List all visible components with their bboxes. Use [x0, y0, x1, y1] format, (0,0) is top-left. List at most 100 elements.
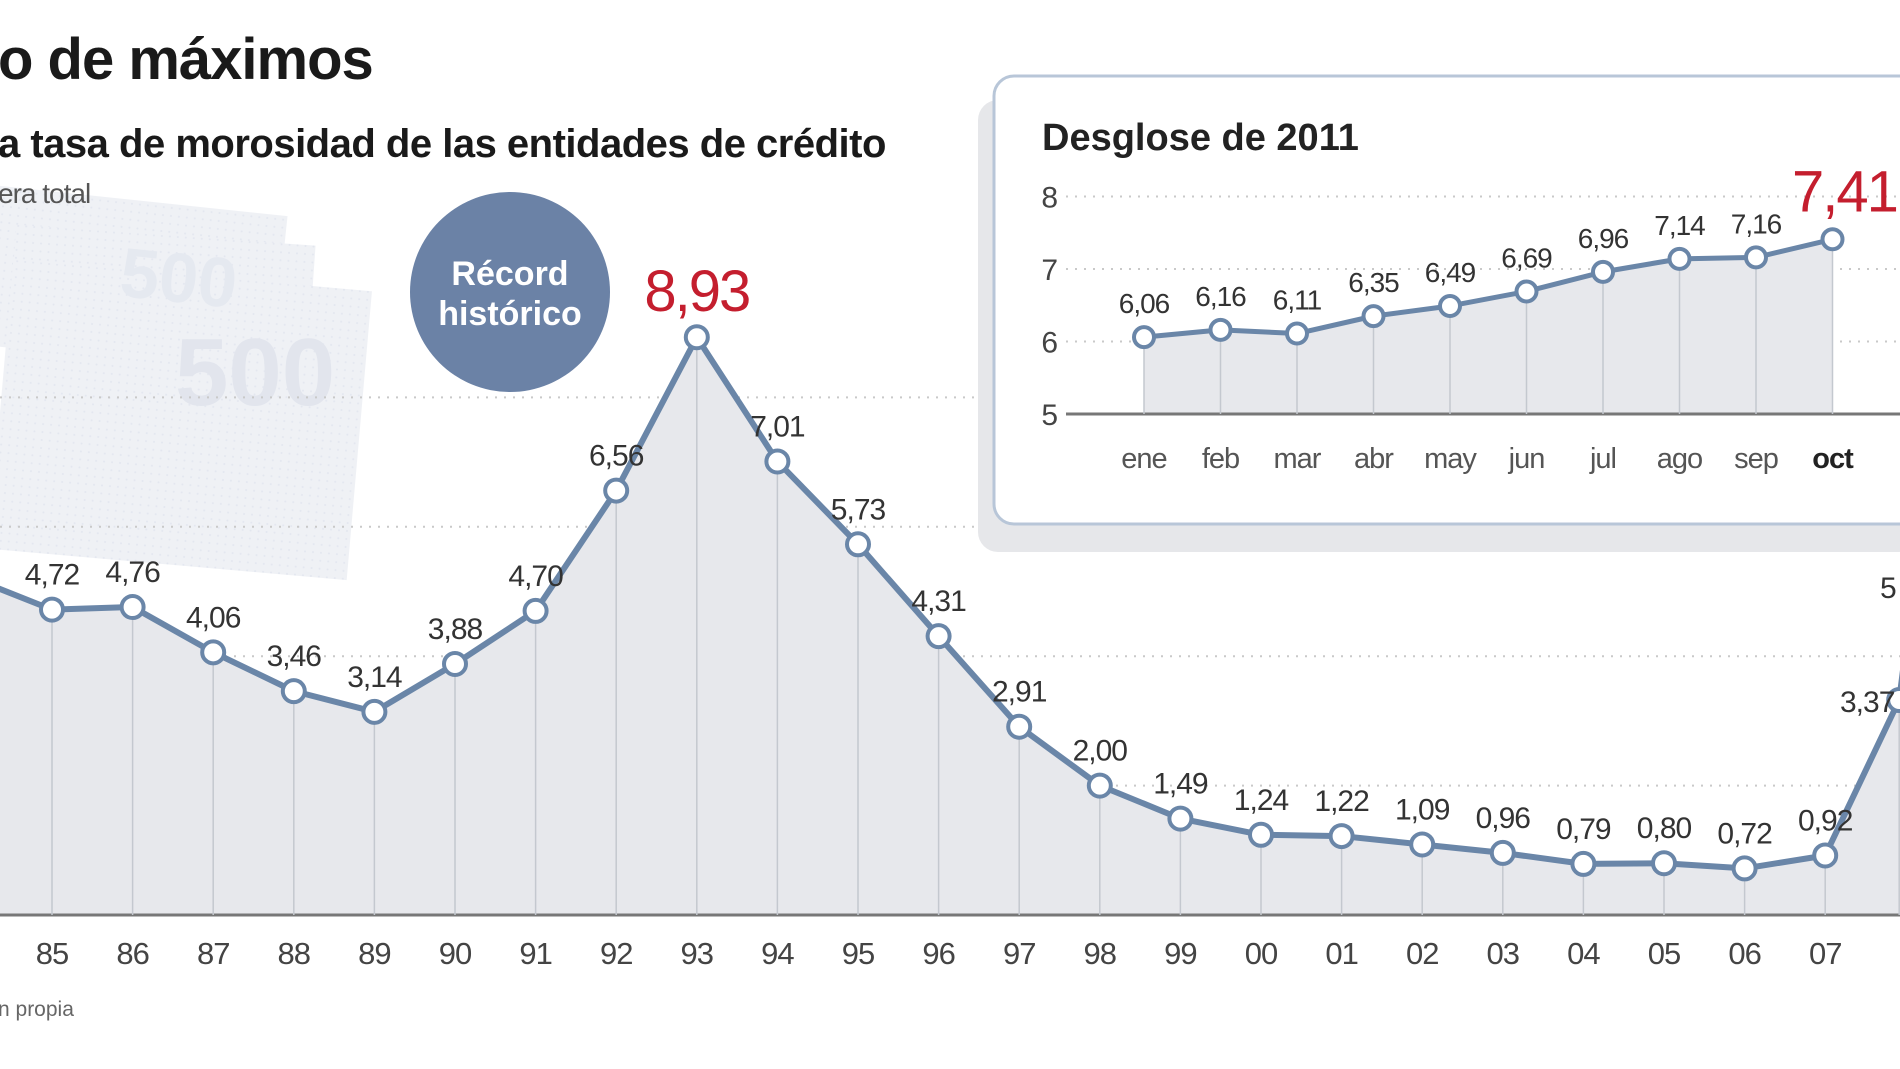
- main-point-03: [1489, 839, 1516, 866]
- inset-series-path: [1143, 236, 1834, 340]
- main-x-tick-85: 85: [36, 936, 68, 971]
- main-x-tick-01: 01: [1325, 936, 1357, 971]
- main-data-label-00: 1,24: [1234, 784, 1289, 817]
- main-droplines: [51, 337, 1900, 915]
- banknotes-illustration: 500 500: [0, 184, 372, 581]
- main-x-tick-00: 00: [1245, 936, 1278, 971]
- main-x-tick-86: 86: [116, 936, 148, 971]
- main-data-label-92: 6,56: [589, 440, 644, 473]
- main-series-line: [0, 334, 1900, 872]
- inset-point-jul: [1591, 259, 1615, 284]
- inset-point-abr: [1361, 304, 1386, 329]
- main-point-92: [603, 477, 630, 504]
- main-point-86: [119, 594, 146, 621]
- main-data-label-next: 5: [1880, 572, 1897, 605]
- main-point-94: [764, 448, 791, 475]
- main-data-label-95: 5,73: [831, 493, 886, 526]
- main-data-label-90: 3,88: [428, 613, 483, 646]
- main-data-label-02: 1,09: [1395, 793, 1450, 826]
- inset-point-ene: [1132, 325, 1156, 350]
- inset-points: [1132, 227, 1845, 350]
- main-data-label-89: 3,14: [347, 661, 402, 694]
- inset-panel: Desglose de 2011 6,06 6,16 6,11 6,35 6,49 6,6…: [978, 74, 1900, 552]
- main-x-tick-91: 91: [519, 936, 551, 971]
- main-data-label-04: 0,79: [1556, 813, 1611, 846]
- main-x-tick-02: 02: [1406, 936, 1438, 971]
- main-x-tick-05: 05: [1648, 936, 1680, 971]
- main-data-labels: 4,72 4,76 4,06 3,46 3,14 3,88 4,70 6,56 8,93 7,01…: [25, 259, 1897, 850]
- main-series-path: [0, 334, 1900, 872]
- inset-y-tick-8: 8: [1041, 182, 1058, 215]
- main-x-tick-97: 97: [1003, 936, 1035, 971]
- inset-y-tick-6: 6: [1041, 327, 1058, 360]
- inset-point-mar: [1285, 321, 1309, 346]
- main-point-06: [1731, 855, 1758, 882]
- main-data-label-06: 0,72: [1717, 817, 1772, 850]
- inset-droplines: [1143, 239, 1834, 414]
- record-badge-line2: histórico: [438, 295, 582, 333]
- main-point-91: [522, 597, 549, 624]
- inset-x-tick-may: may: [1424, 443, 1477, 475]
- inset-area: [1066, 239, 1900, 416]
- inset-data-label-jun: 6,69: [1501, 242, 1552, 273]
- inset-y-tick-labels: 5 6 7 8: [1041, 182, 1058, 433]
- inset-data-labels: 6,06 6,16 6,11 6,35 6,49 6,69 6,96 7,14 7,16 7,41: [1119, 159, 1899, 319]
- main-data-label-94: 7,01: [750, 410, 805, 443]
- svg-text:500: 500: [175, 319, 335, 426]
- inset-point-jun: [1514, 279, 1539, 304]
- main-point-95: [845, 531, 871, 558]
- main-x-tick-93: 93: [681, 936, 713, 971]
- record-badge: Récord histórico: [410, 192, 610, 392]
- main-data-label-05: 0,80: [1637, 812, 1692, 845]
- main-data-label-91: 4,70: [508, 560, 563, 593]
- main-data-label-97: 2,91: [992, 676, 1047, 709]
- main-data-label-87: 4,06: [186, 601, 241, 634]
- main-data-label-01: 1,22: [1314, 785, 1369, 818]
- inset-data-label-jul: 6,96: [1578, 223, 1629, 254]
- inset-point-oct: [1820, 227, 1845, 252]
- inset-data-label-oct: 7,41: [1792, 159, 1897, 224]
- main-x-tick-94: 94: [761, 936, 794, 971]
- inset-data-label-sep: 7,16: [1731, 208, 1782, 239]
- main-x-tick-96: 96: [922, 936, 954, 971]
- main-point-04: [1570, 850, 1597, 877]
- inset-data-label-mar: 6,11: [1273, 285, 1322, 316]
- main-x-tick-92: 92: [600, 936, 632, 971]
- inset-x-tick-labels: ene feb mar abr may jun jul ago sep oct: [1121, 443, 1855, 475]
- main-x-tick-98: 98: [1084, 936, 1116, 971]
- inset-x-tick-ene: ene: [1121, 443, 1166, 475]
- main-data-label-08: 3,37: [1840, 686, 1895, 719]
- main-point-00: [1248, 821, 1274, 848]
- main-point-96: [925, 623, 952, 650]
- unit-note: era total: [0, 178, 91, 209]
- inset-x-tick-ago: ago: [1657, 443, 1702, 475]
- main-x-tick-90: 90: [439, 936, 472, 971]
- inset-data-label-may: 6,49: [1425, 257, 1476, 288]
- inset-x-tick-oct: oct: [1812, 443, 1854, 475]
- main-x-tick-99: 99: [1164, 936, 1196, 971]
- inset-area-fill: [1144, 239, 1833, 414]
- inset-point-feb: [1208, 317, 1233, 342]
- inset-point-may: [1438, 293, 1462, 318]
- main-x-tick-95: 95: [842, 936, 874, 971]
- chart-title: o de máximos: [0, 27, 374, 92]
- record-badge-line1: Récord: [451, 255, 568, 293]
- main-data-label-86: 4,76: [105, 556, 160, 589]
- inset-data-label-feb: 6,16: [1195, 281, 1246, 312]
- main-data-label-99: 1,49: [1153, 768, 1208, 801]
- inset-x-tick-mar: mar: [1274, 443, 1322, 475]
- main-x-tick-03: 03: [1487, 936, 1519, 971]
- svg-text:500: 500: [117, 233, 241, 323]
- main-data-label-07: 0,92: [1798, 804, 1853, 837]
- main-area-fill: [0, 337, 1900, 915]
- main-data-label-98: 2,00: [1073, 735, 1128, 768]
- inset-x-tick-sep: sep: [1734, 443, 1778, 475]
- main-x-tick-04: 04: [1567, 936, 1600, 971]
- inset-title: Desglose de 2011: [1042, 117, 1359, 159]
- main-point-99: [1167, 805, 1194, 832]
- main-point-07: [1812, 842, 1839, 869]
- inset-x-tick-feb: feb: [1202, 443, 1239, 475]
- main-point-02: [1409, 831, 1436, 858]
- main-point-85: [39, 596, 65, 623]
